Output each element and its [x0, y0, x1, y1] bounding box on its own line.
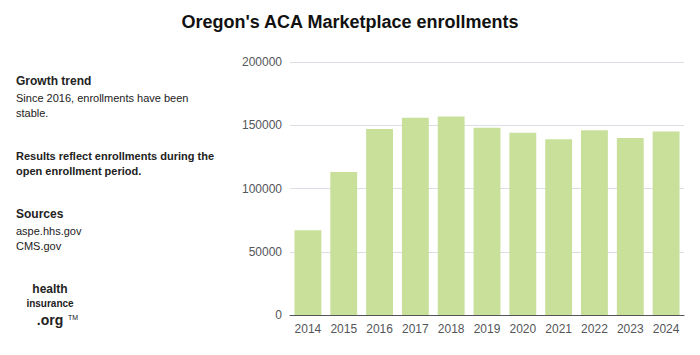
- svg-text:200000: 200000: [242, 55, 282, 69]
- svg-text:2021: 2021: [545, 322, 572, 336]
- svg-text:.org: .org: [37, 312, 63, 328]
- svg-text:Growth trend: Growth trend: [16, 74, 91, 88]
- svg-text:stable.: stable.: [16, 107, 48, 119]
- svg-text:2019: 2019: [474, 322, 501, 336]
- svg-text:2015: 2015: [330, 322, 357, 336]
- svg-text:50000: 50000: [249, 245, 283, 259]
- svg-text:2017: 2017: [402, 322, 429, 336]
- svg-text:2016: 2016: [366, 322, 393, 336]
- svg-text:150000: 150000: [242, 118, 282, 132]
- svg-text:CMS.gov: CMS.gov: [16, 240, 62, 252]
- svg-text:2024: 2024: [653, 322, 680, 336]
- svg-text:health: health: [32, 282, 67, 296]
- svg-text:open enrollment period.: open enrollment period.: [16, 165, 141, 177]
- svg-text:aspe.hhs.gov: aspe.hhs.gov: [16, 225, 82, 237]
- svg-text:TM: TM: [68, 314, 78, 321]
- svg-text:insurance: insurance: [26, 298, 74, 309]
- svg-text:Results reflect enrollments du: Results reflect enrollments during the: [16, 150, 214, 162]
- svg-text:2020: 2020: [509, 322, 536, 336]
- svg-text:Oregon's ACA Marketplace enrol: Oregon's ACA Marketplace enrollments: [181, 12, 518, 32]
- svg-text:Sources: Sources: [16, 207, 64, 221]
- svg-text:2022: 2022: [581, 322, 608, 336]
- svg-text:2023: 2023: [617, 322, 644, 336]
- svg-text:Since 2016, enrollments have b: Since 2016, enrollments have been: [16, 92, 188, 104]
- svg-text:0: 0: [275, 308, 282, 322]
- svg-text:2018: 2018: [438, 322, 465, 336]
- svg-text:100000: 100000: [242, 182, 282, 196]
- svg-text:2014: 2014: [295, 322, 322, 336]
